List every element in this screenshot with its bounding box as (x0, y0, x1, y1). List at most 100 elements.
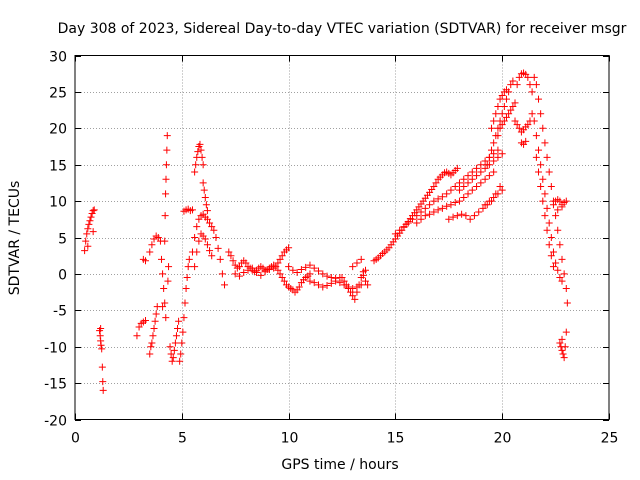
data-point (240, 268, 248, 276)
data-point (507, 106, 515, 114)
data-point (453, 164, 461, 172)
data-point (539, 197, 547, 205)
data-point (208, 223, 216, 231)
data-point (161, 237, 169, 245)
data-point (146, 350, 154, 358)
data-point (98, 345, 106, 353)
data-point (340, 277, 348, 285)
y-tick-label: 20 (49, 122, 67, 138)
data-point (206, 219, 214, 227)
data-point (203, 207, 211, 215)
data-point (332, 277, 340, 285)
data-point (89, 207, 97, 215)
data-point (274, 266, 282, 274)
x-tick-label: 20 (494, 431, 512, 447)
data-points (81, 69, 571, 394)
data-point (400, 223, 408, 231)
data-point (265, 266, 273, 274)
data-point (180, 314, 188, 322)
data-point (496, 95, 504, 103)
data-point (141, 316, 149, 324)
data-point (178, 339, 186, 347)
data-point (201, 193, 209, 201)
data-point (528, 88, 536, 96)
data-point (194, 148, 202, 156)
data-point (285, 244, 293, 252)
data-point (464, 179, 472, 187)
data-point (502, 113, 510, 121)
data-point (558, 255, 566, 263)
y-tick-label: 25 (49, 86, 67, 102)
data-point (99, 386, 107, 394)
data-point (162, 161, 170, 169)
data-point (235, 272, 243, 280)
data-point (203, 241, 211, 249)
data-point (511, 99, 519, 107)
data-point (543, 226, 551, 234)
data-point (453, 212, 461, 220)
data-point (361, 277, 369, 285)
data-point (87, 213, 95, 221)
data-point (481, 175, 489, 183)
y-tick-label: -10 (44, 341, 67, 357)
data-point (554, 206, 562, 214)
data-point (558, 277, 566, 285)
data-point (404, 219, 412, 227)
data-point (477, 179, 485, 187)
data-point (162, 314, 170, 322)
plot-border (74, 55, 610, 420)
data-point (344, 284, 352, 292)
data-point (184, 263, 192, 271)
data-point (88, 209, 96, 217)
data-point (460, 183, 468, 191)
data-point (135, 323, 143, 331)
data-point (168, 357, 176, 365)
data-point (198, 153, 206, 161)
data-point (560, 354, 568, 362)
data-point (302, 263, 310, 271)
data-point (558, 335, 566, 343)
data-point (547, 252, 555, 260)
data-point (513, 81, 521, 89)
data-point (430, 197, 438, 205)
data-point (361, 266, 369, 274)
data-point (90, 206, 98, 214)
data-point (511, 117, 519, 125)
data-point (315, 267, 323, 275)
data-point (547, 183, 555, 191)
data-point (535, 146, 543, 154)
data-point (473, 183, 481, 191)
data-point (149, 332, 157, 340)
data-point (498, 92, 506, 100)
data-point (470, 212, 478, 220)
data-point (455, 179, 463, 187)
data-point (195, 215, 203, 223)
data-point (278, 274, 286, 282)
data-point (98, 363, 106, 371)
data-point (97, 341, 105, 349)
data-point (86, 217, 94, 225)
data-point (561, 343, 569, 351)
data-point (413, 219, 421, 227)
data-point (293, 268, 301, 276)
y-tick-label: 15 (49, 159, 67, 175)
data-point (84, 225, 92, 233)
data-point (434, 195, 442, 203)
data-point (164, 277, 172, 285)
data-point (498, 150, 506, 158)
data-point (244, 266, 252, 274)
data-point (539, 175, 547, 183)
data-point (554, 266, 562, 274)
data-point (556, 274, 564, 282)
data-point (231, 270, 239, 278)
data-point (218, 270, 226, 278)
data-point (421, 212, 429, 220)
data-point (537, 161, 545, 169)
data-point (310, 264, 318, 272)
data-point (172, 332, 180, 340)
data-point (559, 350, 567, 358)
data-point (430, 208, 438, 216)
data-point (97, 325, 105, 332)
y-tick-label: -15 (44, 377, 67, 393)
